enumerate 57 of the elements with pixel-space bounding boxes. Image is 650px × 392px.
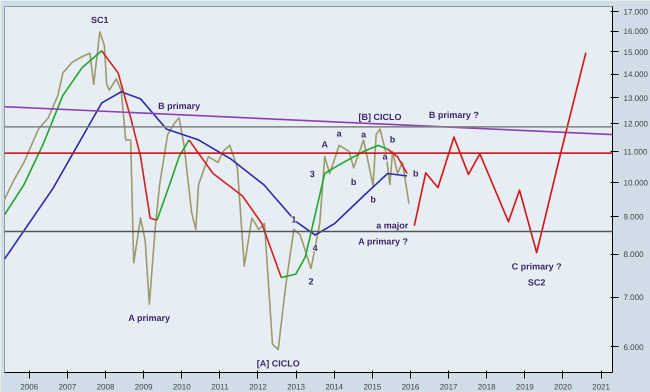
y-tick-label: 14.000: [624, 70, 649, 80]
annotation: SC2: [528, 278, 546, 288]
x-tick-label: 2013: [287, 382, 306, 392]
y-tick-label: 7.000: [624, 293, 644, 302]
annotation: a: [382, 152, 389, 162]
annotation: B primary: [158, 100, 200, 111]
annotation: SC1: [91, 14, 109, 25]
x-tick-label: 2012: [249, 382, 268, 392]
y-tick-label: 13.000: [624, 94, 649, 103]
annotation: C primary ?: [512, 262, 562, 272]
annotation: a: [336, 128, 343, 138]
annotation: B primary ?: [428, 110, 479, 120]
x-tick-label: 2007: [58, 382, 77, 392]
line-series: [156, 139, 190, 222]
y-tick-label: 6.000: [624, 342, 644, 352]
line-series: [4, 50, 103, 216]
x-tick-label: 2021: [592, 382, 611, 392]
x-tick-label: 2009: [134, 382, 154, 392]
y-tick-label: 8.000: [624, 250, 644, 260]
annotation: A: [321, 140, 328, 150]
x-tick-label: 2018: [478, 382, 496, 392]
annotation: b: [370, 194, 376, 205]
annotation: 2: [308, 276, 314, 287]
annotation: b: [350, 176, 357, 187]
x-tick-label: 2010: [172, 382, 192, 392]
y-tick-label: 16.000: [624, 27, 649, 36]
x-tick-label: 2017: [440, 382, 458, 392]
annotation: A primary ?: [358, 236, 408, 247]
y-tick-label: 9.000: [624, 212, 644, 222]
annotation: b: [390, 134, 396, 144]
line-series: [413, 52, 587, 254]
y-tick-label: 17.000: [624, 8, 649, 17]
x-tick-label: 2015: [363, 382, 382, 392]
x-tick-label: 2016: [402, 382, 420, 392]
x-tick-label: 2014: [325, 382, 344, 392]
x-tick-label: 2008: [96, 382, 115, 392]
x-tick-label: 2019: [516, 382, 534, 392]
annotation: b: [413, 168, 420, 178]
line-series: [4, 90, 408, 260]
y-tick-label: 12.000: [624, 120, 649, 129]
annotation: a: [361, 130, 368, 140]
y-tick-label: 10.000: [624, 178, 649, 188]
annotation: 3: [310, 168, 315, 179]
x-tick-label: 2011: [211, 382, 230, 392]
y-tick-label: 15.000: [624, 48, 649, 57]
line-series: [188, 139, 282, 278]
annotation: [B] CICLO: [358, 112, 402, 122]
annotation: 1: [291, 214, 296, 224]
line-series: [4, 31, 410, 350]
annotation: A primary: [128, 313, 170, 324]
annotation: [A] CICLO: [256, 358, 300, 369]
x-tick-label: 2006: [20, 382, 39, 392]
y-tick-label: 11.000: [624, 148, 648, 157]
annotation: 4: [312, 243, 318, 254]
line-series: [100, 50, 158, 222]
annotation: a major: [376, 220, 409, 231]
x-tick-label: 2020: [554, 382, 572, 392]
